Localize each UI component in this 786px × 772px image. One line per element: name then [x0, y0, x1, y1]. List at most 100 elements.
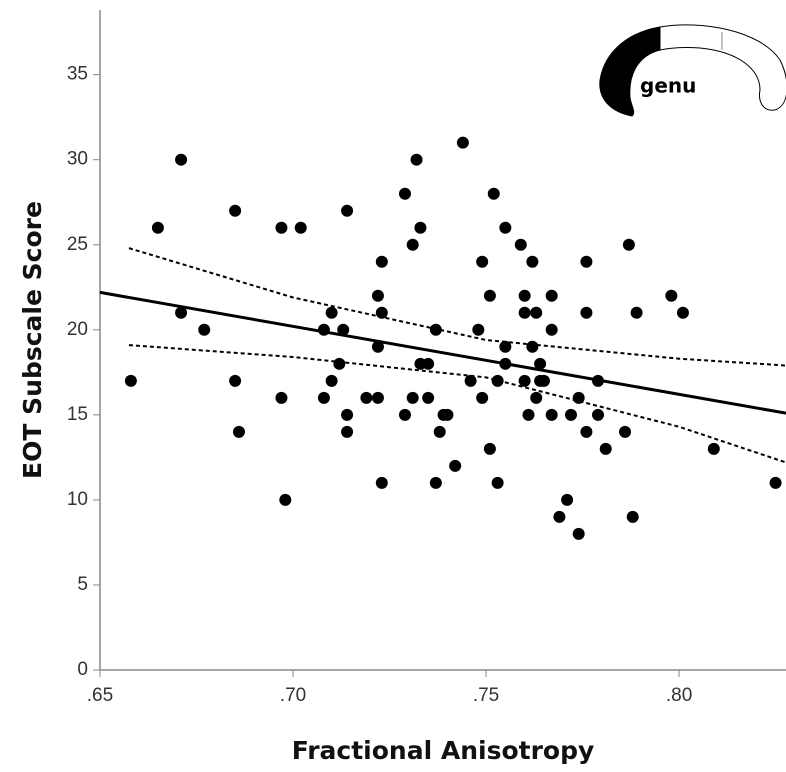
point: [325, 306, 338, 319]
point: [198, 323, 211, 336]
point: [124, 374, 137, 387]
confidence-line: [128, 247, 786, 367]
point: [619, 425, 632, 438]
point: [449, 459, 462, 472]
point: [406, 238, 419, 251]
point: [433, 425, 446, 438]
point: [375, 255, 388, 268]
point: [580, 306, 593, 319]
point: [545, 289, 558, 302]
point: [232, 425, 245, 438]
point: [275, 391, 288, 404]
point: [707, 442, 720, 455]
point: [499, 340, 512, 353]
inset: genu: [599, 24, 786, 117]
point: [561, 493, 574, 506]
point: [591, 408, 604, 421]
y-tick-label: 25: [67, 234, 88, 255]
point: [441, 408, 454, 421]
point: [537, 374, 550, 387]
point: [275, 221, 288, 234]
point: [499, 221, 512, 234]
point: [599, 442, 612, 455]
y-tick-label: 10: [67, 489, 88, 510]
point: [483, 289, 496, 302]
point: [630, 306, 643, 319]
point: [464, 374, 477, 387]
point: [229, 374, 242, 387]
y-tick-label: 30: [67, 149, 88, 170]
point: [545, 323, 558, 336]
point: [580, 255, 593, 268]
point: [317, 391, 330, 404]
point: [676, 306, 689, 319]
point: [518, 374, 531, 387]
point: [325, 374, 338, 387]
annotation: genu: [640, 74, 696, 98]
point: [429, 476, 442, 489]
point: [341, 408, 354, 421]
point: [279, 493, 292, 506]
point: [410, 153, 423, 166]
point: [491, 476, 504, 489]
x-tick-label: .75: [473, 685, 499, 706]
point: [422, 357, 435, 370]
point: [518, 306, 531, 319]
point: [580, 425, 593, 438]
confidence-line: [128, 344, 786, 464]
genu-shape: [599, 26, 661, 117]
point: [375, 476, 388, 489]
point: [545, 408, 558, 421]
point: [360, 391, 373, 404]
x-tick-label: .80: [666, 685, 692, 706]
y-tick-label: 0: [77, 659, 88, 680]
point: [151, 221, 164, 234]
point: [175, 306, 188, 319]
y-tick-label: 35: [67, 64, 88, 85]
point: [175, 153, 188, 166]
point: [398, 187, 411, 200]
point: [476, 255, 489, 268]
y-tick-label: 5: [77, 574, 88, 595]
point: [564, 408, 577, 421]
point: [371, 289, 384, 302]
point: [398, 408, 411, 421]
point: [371, 340, 384, 353]
point: [518, 289, 531, 302]
point: [483, 442, 496, 455]
point: [530, 306, 543, 319]
point: [769, 476, 782, 489]
point: [526, 340, 539, 353]
point: [553, 510, 566, 523]
point: [526, 255, 539, 268]
point: [341, 204, 354, 217]
point: [337, 323, 350, 336]
point: [341, 425, 354, 438]
y-tick-label: 15: [67, 404, 88, 425]
point: [522, 408, 535, 421]
point: [476, 391, 489, 404]
point: [626, 510, 639, 523]
point: [491, 374, 504, 387]
point: [622, 238, 635, 251]
point: [534, 357, 547, 370]
point: [229, 204, 242, 217]
x-tick-label: .65: [87, 685, 113, 706]
point: [572, 527, 585, 540]
point: [472, 323, 485, 336]
point: [371, 391, 384, 404]
point: [487, 187, 500, 200]
point: [333, 357, 346, 370]
y-axis-title: EOT Subscale Score: [18, 201, 47, 479]
fit-line: [99, 290, 786, 415]
point: [514, 238, 527, 251]
point: [406, 391, 419, 404]
point: [456, 136, 469, 149]
point: [530, 391, 543, 404]
x-tick-label: .70: [280, 685, 306, 706]
point: [294, 221, 307, 234]
point: [422, 391, 435, 404]
point: [414, 221, 427, 234]
point: [665, 289, 678, 302]
